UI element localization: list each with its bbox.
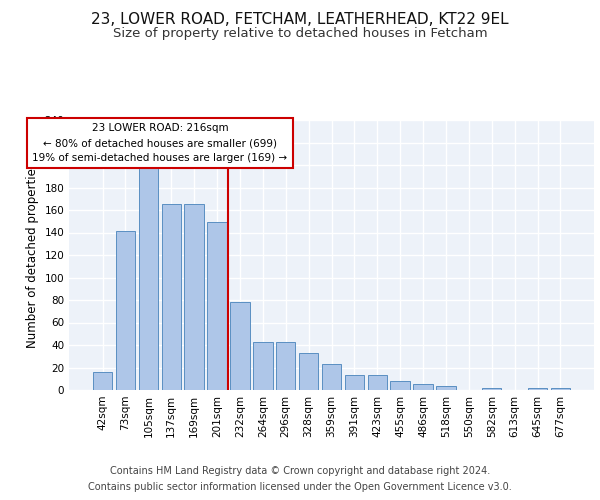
Bar [184, 204, 204, 390]
Bar [344, 376, 364, 390]
Text: Size of property relative to detached houses in Fetcham: Size of property relative to detached ho… [113, 28, 487, 40]
Bar [368, 376, 387, 390]
Text: 23, LOWER ROAD, FETCHAM, LEATHERHEAD, KT22 9EL: 23, LOWER ROAD, FETCHAM, LEATHERHEAD, KT… [91, 12, 509, 28]
Bar [482, 388, 502, 390]
Bar [208, 222, 227, 390]
Bar [253, 342, 272, 390]
Y-axis label: Number of detached properties: Number of detached properties [26, 162, 39, 348]
Bar [161, 204, 181, 390]
Text: Contains public sector information licensed under the Open Government Licence v3: Contains public sector information licen… [88, 482, 512, 492]
Bar [391, 381, 410, 390]
Bar [299, 353, 319, 390]
Bar [436, 386, 455, 390]
Text: Contains HM Land Registry data © Crown copyright and database right 2024.: Contains HM Land Registry data © Crown c… [110, 466, 490, 476]
Bar [116, 232, 135, 390]
Bar [276, 342, 295, 390]
Bar [528, 388, 547, 390]
Bar [93, 372, 112, 390]
Bar [322, 364, 341, 390]
Bar [551, 388, 570, 390]
Text: 23 LOWER ROAD: 216sqm
← 80% of detached houses are smaller (699)
19% of semi-det: 23 LOWER ROAD: 216sqm ← 80% of detached … [32, 124, 287, 163]
Bar [230, 302, 250, 390]
Bar [413, 384, 433, 390]
Bar [139, 167, 158, 390]
